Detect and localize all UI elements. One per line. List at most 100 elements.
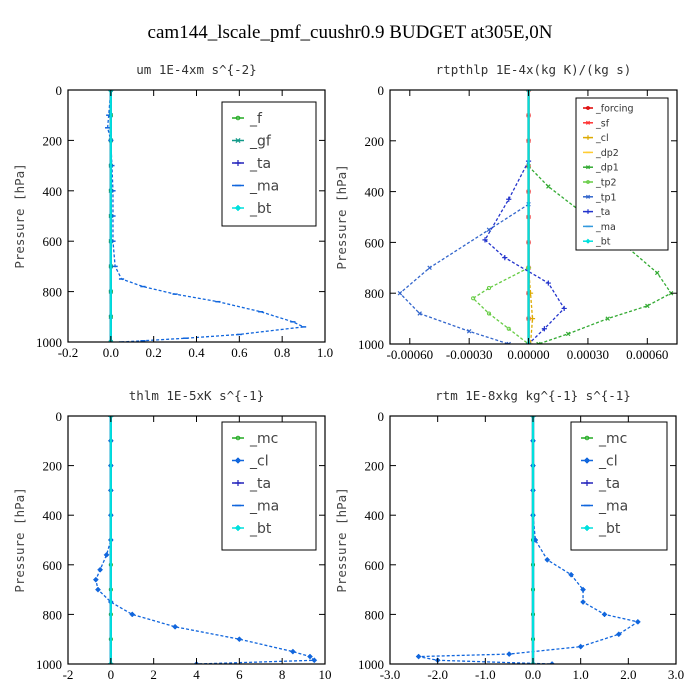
rtm-point-cl-7 xyxy=(568,571,575,578)
um-series-group xyxy=(105,90,307,342)
thlm-point-cl-7 xyxy=(97,566,104,573)
rtpthlp-series-group xyxy=(397,90,674,344)
rtpthlp-legend-box xyxy=(575,97,669,251)
rtpthlp-xtick-label: 0.00000 xyxy=(507,347,549,362)
rtm-ytick-label: 800 xyxy=(365,607,385,622)
rtm-point-cl-14 xyxy=(506,651,513,658)
um-xtick-label: -0.2 xyxy=(58,345,79,360)
rtpthlp-point-dp1-7 xyxy=(605,316,610,321)
thlm-legend-marker-mc xyxy=(235,435,241,441)
rtpthlp-legend-marker-sf xyxy=(585,120,591,125)
thlm-legend-label-mc: _mc xyxy=(249,431,278,447)
rtpthlp-legend-marker-ta xyxy=(585,209,591,214)
rtm-xtick-label: 1.0 xyxy=(573,667,589,682)
rtpthlp-series-ta xyxy=(484,160,566,344)
thlm-ytick-label: 200 xyxy=(43,459,63,474)
thlm-xtick-label: 4 xyxy=(193,667,200,682)
um-legend-marker-ta xyxy=(235,160,241,166)
chart-thlm: thlm 1E-5xK s^{-1} Pressure [hPa] -2 0 2 4 6 8 1… xyxy=(12,388,332,682)
rtm-ytick-label: 1000 xyxy=(358,657,384,672)
rtpthlp-ytick-label: 200 xyxy=(365,134,385,149)
rtm-xtick-label: 0.0 xyxy=(525,667,541,682)
rtpthlp-legend-label-tp2: _tp2 xyxy=(595,178,617,189)
rtpthlp-xtick-label: 0.00030 xyxy=(567,347,609,362)
rtpthlp-series-tp1 xyxy=(398,203,529,344)
rtpthlp-series-cl xyxy=(527,90,534,344)
thlm-legend-marker-ta xyxy=(235,480,241,486)
thlm-xtick-label: -2 xyxy=(63,667,74,682)
thlm-legend-label-cl: _cl xyxy=(249,454,269,470)
rtm-point-cl-17 xyxy=(549,661,556,664)
um-xtick-label: 0.4 xyxy=(188,345,205,360)
rtpthlp-point-tp2-1 xyxy=(486,286,492,291)
rtpthlp-frame xyxy=(389,89,678,345)
um-ytick-label: 600 xyxy=(43,234,63,249)
rtpthlp-point-dp1-9 xyxy=(536,341,541,344)
um-legend-label-bt: _bt xyxy=(249,201,272,217)
thlm-legend: _mc _cl _ta _ma _bt xyxy=(221,421,317,551)
um-legend-label-ma: _ma xyxy=(249,179,279,195)
rtpthlp-point-tp1-2 xyxy=(427,265,432,271)
rtm-point-cl-9 xyxy=(580,599,587,605)
thlm-point-cl-16 xyxy=(311,657,318,664)
um-legend-marker-f xyxy=(235,115,241,121)
um-xtick-label: 0.2 xyxy=(146,345,162,360)
rtpthlp-point-tp1-3 xyxy=(397,290,403,296)
um-legend-label-f: _f xyxy=(249,111,263,127)
rtm-point-cl-10 xyxy=(601,611,608,618)
chart-um: um 1E-4xm s^{-2} Pressure [hPa] -0.2 0.0 0.2… xyxy=(12,62,333,360)
um-legend: _f _gf _ta _ma _bt xyxy=(221,101,317,227)
rtpthlp-legend-label-dp1: _dp1 xyxy=(595,163,619,174)
thlm-xtick-label: 6 xyxy=(236,667,243,682)
thlm-ytick-label: 0 xyxy=(56,409,63,424)
thlm-xtick-label: 2 xyxy=(150,667,157,682)
rtm-ylabel: Pressure [hPa] xyxy=(334,487,349,592)
rtpthlp-ytick-label: 800 xyxy=(365,286,385,301)
rtpthlp-legend-label-forcing: _forcing xyxy=(595,104,634,115)
thlm-ytick-label: 600 xyxy=(43,558,63,573)
rtpthlp-series-dp1 xyxy=(528,165,673,344)
rtpthlp-legend-marker-tp2 xyxy=(586,180,590,184)
chart-rtm: rtm 1E-8xkg kg^{-1} s^{-1} Pressure [hPa]… xyxy=(334,388,684,682)
thlm-point-cl-15 xyxy=(307,653,313,660)
rtpthlp-legend: _forcing _sf _cl _dp2 _dp1 _tp2 _tp1 _ta _ma _bt xyxy=(575,97,669,251)
um-xtick-label: 0.6 xyxy=(231,345,248,360)
rtm-legend-marker-bt xyxy=(583,524,591,532)
rtpthlp-xtick-label: -0.00030 xyxy=(446,347,493,362)
rtpthlp-ylabel: Pressure [hPa] xyxy=(334,164,349,269)
rtm-title: rtm 1E-8xkg kg^{-1} s^{-1} xyxy=(435,388,631,403)
rtpthlp-legend-marker-dp1 xyxy=(585,165,591,170)
rtpthlp-point-ta-1 xyxy=(506,196,512,202)
rtm-legend-label-cl: _cl xyxy=(598,454,618,470)
rtpthlp-legend-label-sf: _sf xyxy=(595,118,610,129)
thlm-legend-label-bt: _bt xyxy=(249,521,272,537)
rtm-point-cl-8 xyxy=(580,586,587,593)
thlm-legend-marker-cl xyxy=(234,457,242,464)
rtpthlp-xtick-label: 0.00060 xyxy=(626,347,668,362)
um-ylabel: Pressure [hPa] xyxy=(12,163,27,268)
rtm-legend-label-bt: _bt xyxy=(598,521,621,537)
um-ytick-label: 0 xyxy=(56,83,63,98)
um-legend-marker-gf xyxy=(235,137,241,144)
thlm-xtick-label: 10 xyxy=(319,667,332,682)
rtpthlp-point-tp2-3 xyxy=(486,311,492,316)
rtpthlp-point-tp2-2 xyxy=(471,296,476,301)
thlm-ytick-label: 1000 xyxy=(36,657,62,672)
um-legend-marker-bt xyxy=(234,204,242,212)
rtm-ytick-label: 600 xyxy=(365,558,385,573)
rtm-point-cl-6 xyxy=(544,556,551,563)
thlm-title: thlm 1E-5xK s^{-1} xyxy=(129,388,264,403)
rtpthlp-legend-marker-cl xyxy=(585,135,591,140)
rtm-legend-label-ma: _ma xyxy=(598,499,628,515)
rtpthlp-legend-label-bt: _bt xyxy=(595,237,611,248)
rtm-ytick-label: 400 xyxy=(365,508,385,523)
rtpthlp-point-ta-6 xyxy=(541,326,547,332)
thlm-point-cl-9 xyxy=(95,586,101,593)
rtm-legend-marker-mc xyxy=(584,435,590,441)
rtm-point-cl-15 xyxy=(415,653,422,660)
rtm-xtick-label: -3.0 xyxy=(380,667,401,682)
thlm-xtick-label: 8 xyxy=(279,667,286,682)
rtpthlp-ytick-label: 1000 xyxy=(358,337,384,352)
rtm-legend-label-ta: _ta xyxy=(598,476,620,492)
